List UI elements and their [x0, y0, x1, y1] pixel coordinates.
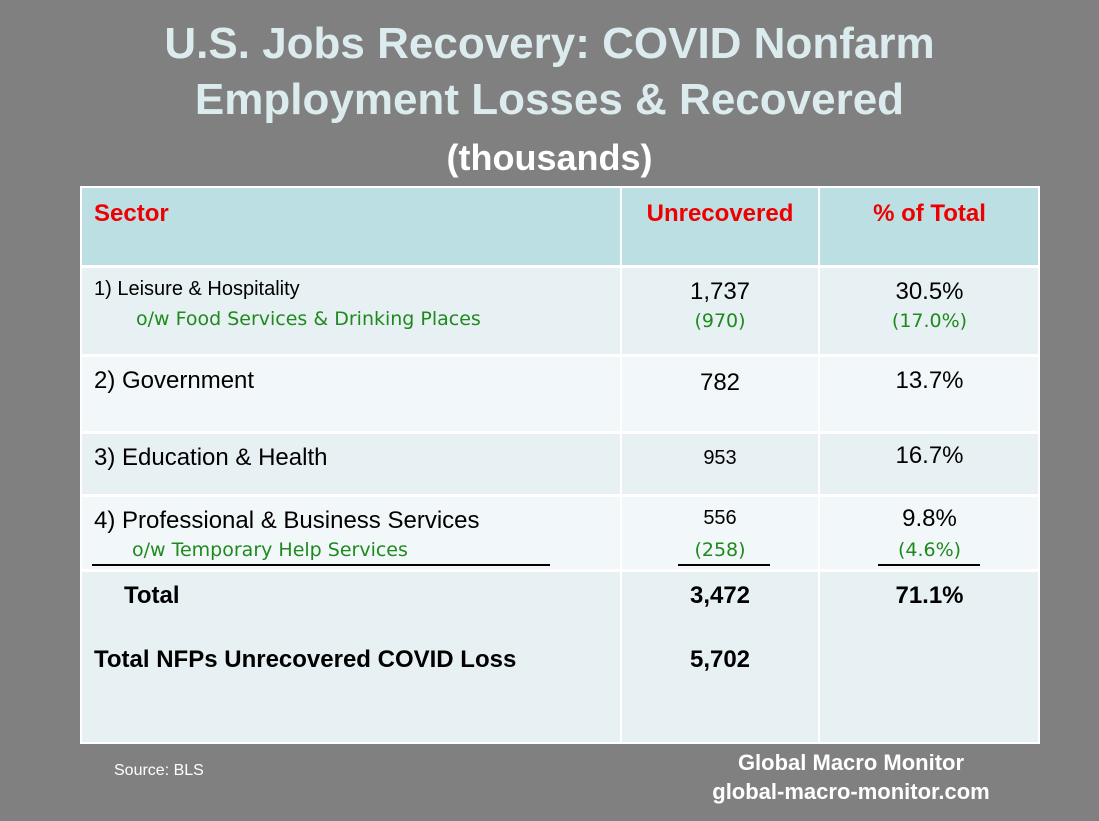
table-row: 4) Professional & Business Services o/w … — [82, 497, 1038, 569]
title-line-2: Employment Losses & Recovered — [194, 75, 905, 124]
underline-unrecovered — [678, 564, 770, 566]
row-sub-pct: (4.6%) — [897, 539, 962, 561]
underline-sector — [92, 564, 550, 566]
column-divider — [818, 188, 820, 742]
header-sector: Sector — [94, 200, 169, 227]
brand-url: global-macro-monitor.com — [712, 779, 990, 804]
table-header: Sector Unrecovered % of Total — [82, 188, 1038, 265]
column-divider — [620, 188, 622, 742]
row-sub-unrecovered: (970) — [694, 310, 746, 332]
jobs-recovery-table: Sector Unrecovered % of Total 1) Leisure… — [80, 186, 1040, 744]
row-unrecovered: 953 — [703, 447, 737, 469]
brand-name: Global Macro Monitor — [737, 750, 965, 775]
table-row: 3) Education & Health 953 16.7% — [82, 434, 1038, 494]
row-pct: 30.5% — [895, 278, 964, 305]
underline-pct — [878, 564, 980, 566]
title-units: (thousands) — [446, 137, 653, 178]
row-sub-pct: (17.0%) — [891, 310, 968, 332]
grand-total-unrecovered: 5,702 — [689, 646, 751, 673]
row-sub-unrecovered: (258) — [694, 539, 746, 561]
row-unrecovered: 1,737 — [689, 278, 751, 305]
total-pct: 71.1% — [895, 582, 964, 609]
row-divider — [82, 494, 1038, 497]
row-unrecovered: 782 — [699, 369, 741, 396]
grand-total-label: Total NFPs Unrecovered COVID Loss — [94, 646, 517, 673]
row-divider — [82, 569, 1038, 572]
table-totals: Total 3,472 71.1% Total NFPs Unrecovered… — [82, 572, 1038, 742]
total-label: Total — [124, 582, 180, 609]
row-sector: 2) Government — [94, 367, 255, 394]
row-sub-sector: o/w Food Services & Drinking Places — [136, 308, 481, 330]
source-note: Source: BLS — [114, 762, 204, 779]
header-pct-total: % of Total — [873, 200, 986, 227]
table-row: 1) Leisure & Hospitality o/w Food Servic… — [82, 268, 1038, 354]
header-unrecovered: Unrecovered — [646, 200, 794, 227]
row-pct: 13.7% — [895, 367, 964, 394]
row-sub-sector: o/w Temporary Help Services — [132, 539, 408, 561]
title-line-1: U.S. Jobs Recovery: COVID Nonfarm — [164, 19, 935, 68]
table-row: 2) Government 782 13.7% — [82, 357, 1038, 431]
row-unrecovered: 556 — [703, 507, 737, 529]
row-divider — [82, 354, 1038, 357]
row-divider — [82, 265, 1038, 268]
row-pct: 9.8% — [902, 505, 957, 532]
total-unrecovered: 3,472 — [689, 582, 751, 609]
row-pct: 16.7% — [895, 442, 964, 469]
row-sector: 4) Professional & Business Services — [94, 507, 480, 534]
row-divider — [82, 431, 1038, 434]
row-sector: 3) Education & Health — [94, 444, 328, 471]
row-sector: 1) Leisure & Hospitality — [94, 278, 300, 300]
